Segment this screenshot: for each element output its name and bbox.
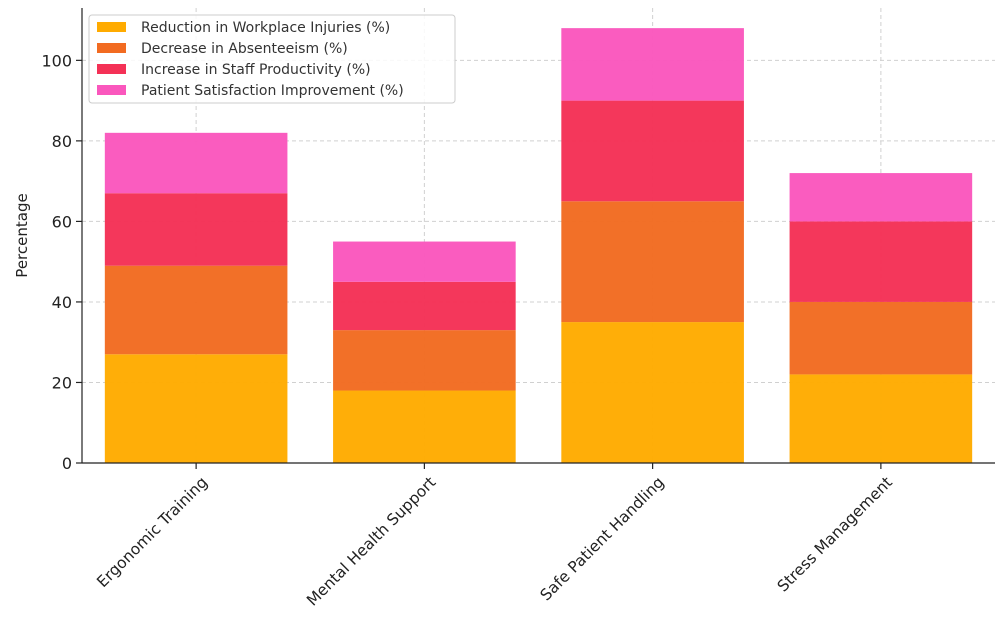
bar-segment [333, 330, 516, 391]
bars-layer [104, 28, 973, 463]
bar-segment [104, 193, 288, 266]
x-category-label: Ergonomic Training [93, 473, 211, 591]
legend-entry-label: Increase in Staff Productivity (%) [141, 62, 371, 78]
y-axis-title: Percentage [13, 193, 31, 277]
legend-swatch [97, 64, 126, 74]
bar-segment [333, 390, 516, 463]
bar-segment [561, 322, 744, 463]
y-tick-label: 0 [62, 454, 72, 473]
legend-entry-label: Decrease in Absenteeism (%) [141, 41, 348, 57]
bar-segment [789, 221, 973, 302]
bar-segment [104, 132, 288, 194]
y-tick-label: 80 [52, 132, 72, 151]
legend: Reduction in Workplace Injuries (%) Decre… [88, 14, 456, 104]
y-tick-label: 60 [52, 212, 72, 231]
x-category-label: Stress Management [774, 473, 896, 595]
x-category-label: Safe Patient Handling [537, 473, 668, 604]
bar-segment [104, 354, 288, 463]
y-tick-label: 20 [52, 373, 72, 392]
bar-segment [789, 374, 973, 463]
legend-entry-label: Reduction in Workplace Injuries (%) [141, 20, 390, 36]
bar-segment [789, 301, 973, 375]
bar-segment [561, 201, 744, 323]
bar-segment [561, 100, 744, 202]
bar-segment [789, 173, 973, 222]
y-tick-label: 100 [41, 51, 72, 70]
legend-entry-label: Patient Satisfaction Improvement (%) [141, 83, 404, 99]
legend-box [88, 14, 456, 104]
bar-segment [104, 265, 288, 355]
legend-swatch [97, 85, 126, 95]
legend-swatch [97, 43, 126, 53]
bar-segment [561, 28, 744, 101]
bar-segment [333, 281, 516, 331]
y-tick-label: 40 [52, 293, 72, 312]
legend-swatch [97, 22, 126, 32]
axes-layer [76, 8, 995, 469]
bar-segment [333, 241, 516, 282]
x-category-label: Mental Health Support [303, 473, 439, 609]
